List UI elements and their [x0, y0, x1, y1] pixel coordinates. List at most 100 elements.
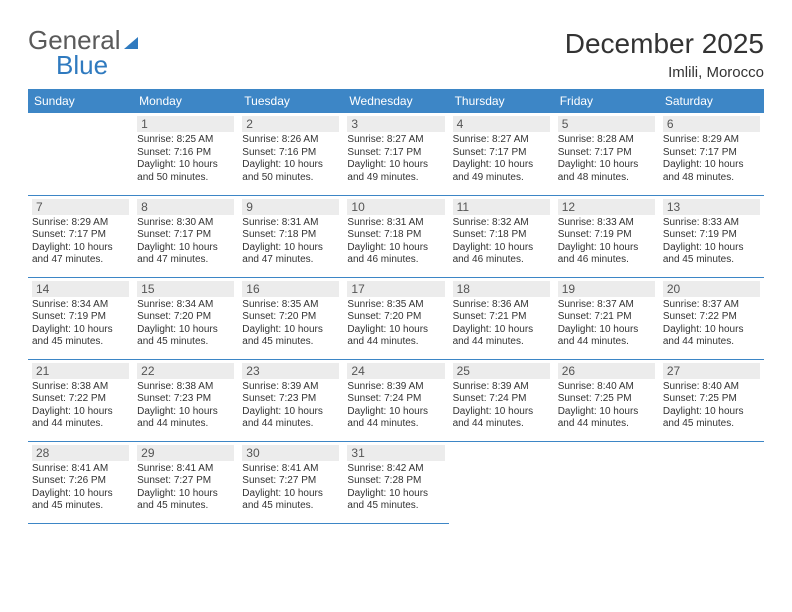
weekday-header-row: SundayMondayTuesdayWednesdayThursdayFrid…	[28, 89, 764, 113]
day-number: 28	[32, 445, 129, 461]
day-info: Sunrise: 8:39 AMSunset: 7:23 PMDaylight:…	[242, 381, 339, 431]
day-number: 23	[242, 363, 339, 379]
calendar-cell: 26Sunrise: 8:40 AMSunset: 7:25 PMDayligh…	[554, 359, 659, 441]
calendar-row: 1Sunrise: 8:25 AMSunset: 7:16 PMDaylight…	[28, 113, 764, 195]
day-info: Sunrise: 8:41 AMSunset: 7:26 PMDaylight:…	[32, 463, 129, 513]
day-number: 31	[347, 445, 444, 461]
day-number: 2	[242, 116, 339, 132]
calendar-cell: 30 Sunrise: 8:41 AMSunset: 7:27 PMDayligh…	[238, 441, 343, 523]
calendar-cell: 31 Sunrise: 8:42 AMSunset: 7:28 PMDayligh…	[343, 441, 448, 523]
calendar-cell	[554, 441, 659, 523]
day-info: Sunrise: 8:37 AMSunset: 7:22 PMDaylight:…	[663, 299, 760, 349]
weekday-header: Monday	[133, 89, 238, 113]
weekday-header: Thursday	[449, 89, 554, 113]
calendar-cell: 8 Sunrise: 8:30 AMSunset: 7:17 PMDaylight…	[133, 195, 238, 277]
day-info: Sunrise: 8:27 AMSunset: 7:17 PMDaylight:…	[453, 134, 550, 184]
calendar-cell: 11 Sunrise: 8:32 AMSunset: 7:18 PMDayligh…	[449, 195, 554, 277]
calendar-cell: 29 Sunrise: 8:41 AMSunset: 7:27 PMDayligh…	[133, 441, 238, 523]
day-number: 10	[347, 199, 444, 215]
day-info: Sunrise: 8:37 AMSunset: 7:21 PMDaylight:…	[558, 299, 655, 349]
day-info: Sunrise: 8:34 AMSunset: 7:20 PMDaylight:…	[137, 299, 234, 349]
day-number: 30	[242, 445, 339, 461]
location-subtitle: Imlili, Morocco	[565, 64, 764, 81]
day-info: Sunrise: 8:29 AMSunset: 7:17 PMDaylight:…	[32, 217, 129, 267]
calendar-cell: 6 Sunrise: 8:29 AMSunset: 7:17 PMDaylight…	[659, 113, 764, 195]
day-info: Sunrise: 8:26 AMSunset: 7:16 PMDaylight:…	[242, 134, 339, 184]
title-area: December 2025 Imlili, Morocco	[565, 28, 764, 81]
day-number: 29	[137, 445, 234, 461]
day-info: Sunrise: 8:39 AMSunset: 7:24 PMDaylight:…	[347, 381, 444, 431]
day-number: 6	[663, 116, 760, 132]
day-info: Sunrise: 8:27 AMSunset: 7:17 PMDaylight:…	[347, 134, 444, 184]
calendar-cell: 25 Sunrise: 8:39 AMSunset: 7:24 PMDayligh…	[449, 359, 554, 441]
page-title: December 2025	[565, 28, 764, 60]
weekday-header: Wednesday	[343, 89, 448, 113]
logo-triangle-icon	[124, 37, 138, 49]
day-info: Sunrise: 8:35 AMSunset: 7:20 PMDaylight:…	[242, 299, 339, 349]
calendar-table: SundayMondayTuesdayWednesdayThursdayFrid…	[28, 89, 764, 524]
day-info: Sunrise: 8:30 AMSunset: 7:17 PMDaylight:…	[137, 217, 234, 267]
day-number: 13	[663, 199, 760, 215]
day-number: 12	[558, 199, 655, 215]
day-info: Sunrise: 8:33 AMSunset: 7:19 PMDaylight:…	[663, 217, 760, 267]
day-info: Sunrise: 8:29 AMSunset: 7:17 PMDaylight:…	[663, 134, 760, 184]
day-info: Sunrise: 8:39 AMSunset: 7:24 PMDaylight:…	[453, 381, 550, 431]
day-info: Sunrise: 8:35 AMSunset: 7:20 PMDaylight:…	[347, 299, 444, 349]
day-number: 3	[347, 116, 444, 132]
day-number: 19	[558, 281, 655, 297]
calendar-body: 1Sunrise: 8:25 AMSunset: 7:16 PMDaylight…	[28, 113, 764, 523]
calendar-row: 7Sunrise: 8:29 AMSunset: 7:17 PMDaylight…	[28, 195, 764, 277]
calendar-cell	[659, 441, 764, 523]
day-info: Sunrise: 8:38 AMSunset: 7:22 PMDaylight:…	[32, 381, 129, 431]
day-number: 4	[453, 116, 550, 132]
calendar-cell: 13 Sunrise: 8:33 AMSunset: 7:19 PMDayligh…	[659, 195, 764, 277]
calendar-cell: 21Sunrise: 8:38 AMSunset: 7:22 PMDayligh…	[28, 359, 133, 441]
day-info: Sunrise: 8:41 AMSunset: 7:27 PMDaylight:…	[242, 463, 339, 513]
day-info: Sunrise: 8:41 AMSunset: 7:27 PMDaylight:…	[137, 463, 234, 513]
day-info: Sunrise: 8:36 AMSunset: 7:21 PMDaylight:…	[453, 299, 550, 349]
day-number: 17	[347, 281, 444, 297]
calendar-cell: 7Sunrise: 8:29 AMSunset: 7:17 PMDaylight…	[28, 195, 133, 277]
day-number: 24	[347, 363, 444, 379]
day-number: 15	[137, 281, 234, 297]
weekday-header: Sunday	[28, 89, 133, 113]
calendar-cell: 12 Sunrise: 8:33 AMSunset: 7:19 PMDayligh…	[554, 195, 659, 277]
logo: GeneralBlue	[28, 28, 139, 77]
day-number: 5	[558, 116, 655, 132]
day-info: Sunrise: 8:28 AMSunset: 7:17 PMDaylight:…	[558, 134, 655, 184]
day-number: 20	[663, 281, 760, 297]
day-number: 11	[453, 199, 550, 215]
day-number: 25	[453, 363, 550, 379]
calendar-cell: 22 Sunrise: 8:38 AMSunset: 7:23 PMDayligh…	[133, 359, 238, 441]
calendar-cell: 24 Sunrise: 8:39 AMSunset: 7:24 PMDayligh…	[343, 359, 448, 441]
calendar-cell: 10 Sunrise: 8:31 AMSunset: 7:18 PMDayligh…	[343, 195, 448, 277]
calendar-cell: 15 Sunrise: 8:34 AMSunset: 7:20 PMDayligh…	[133, 277, 238, 359]
day-info: Sunrise: 8:31 AMSunset: 7:18 PMDaylight:…	[347, 217, 444, 267]
day-number: 1	[137, 116, 234, 132]
day-number: 26	[558, 363, 655, 379]
day-info: Sunrise: 8:31 AMSunset: 7:18 PMDaylight:…	[242, 217, 339, 267]
weekday-header: Friday	[554, 89, 659, 113]
calendar-cell: 27Sunrise: 8:40 AMSunset: 7:25 PMDayligh…	[659, 359, 764, 441]
day-number: 14	[32, 281, 129, 297]
header: GeneralBlue December 2025 Imlili, Morocc…	[28, 28, 764, 81]
day-info: Sunrise: 8:33 AMSunset: 7:19 PMDaylight:…	[558, 217, 655, 267]
calendar-cell	[449, 441, 554, 523]
day-number: 22	[137, 363, 234, 379]
calendar-cell: 23 Sunrise: 8:39 AMSunset: 7:23 PMDayligh…	[238, 359, 343, 441]
day-number: 8	[137, 199, 234, 215]
day-info: Sunrise: 8:32 AMSunset: 7:18 PMDaylight:…	[453, 217, 550, 267]
day-info: Sunrise: 8:38 AMSunset: 7:23 PMDaylight:…	[137, 381, 234, 431]
calendar-cell: 14Sunrise: 8:34 AMSunset: 7:19 PMDayligh…	[28, 277, 133, 359]
calendar-page: GeneralBlue December 2025 Imlili, Morocc…	[0, 0, 792, 544]
day-info: Sunrise: 8:40 AMSunset: 7:25 PMDaylight:…	[663, 381, 760, 431]
calendar-cell: 3 Sunrise: 8:27 AMSunset: 7:17 PMDaylight…	[343, 113, 448, 195]
day-info: Sunrise: 8:42 AMSunset: 7:28 PMDaylight:…	[347, 463, 444, 513]
day-number: 16	[242, 281, 339, 297]
calendar-cell: 16 Sunrise: 8:35 AMSunset: 7:20 PMDayligh…	[238, 277, 343, 359]
calendar-row: 28 Sunrise: 8:41 AMSunset: 7:26 PMDayligh…	[28, 441, 764, 523]
calendar-cell: 4 Sunrise: 8:27 AMSunset: 7:17 PMDaylight…	[449, 113, 554, 195]
weekday-header: Tuesday	[238, 89, 343, 113]
calendar-cell: 19 Sunrise: 8:37 AMSunset: 7:21 PMDayligh…	[554, 277, 659, 359]
calendar-cell: 18Sunrise: 8:36 AMSunset: 7:21 PMDayligh…	[449, 277, 554, 359]
